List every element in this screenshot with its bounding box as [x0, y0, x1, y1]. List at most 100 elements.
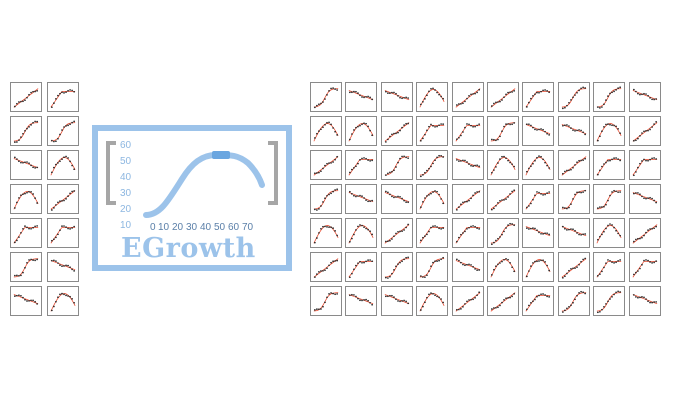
growth-plot-thumbnail: [345, 218, 378, 248]
growth-plot-thumbnail: [10, 218, 42, 248]
y-tick: 50: [120, 156, 132, 167]
growth-plot-thumbnail: [522, 150, 555, 180]
growth-plot-thumbnail: [522, 218, 555, 248]
growth-plot-thumbnail: [10, 150, 42, 180]
left-thumbnail-grid: [10, 82, 79, 316]
growth-plot-thumbnail: [416, 184, 449, 214]
growth-plot-thumbnail: [416, 286, 449, 316]
x-tick: 60: [228, 222, 240, 233]
growth-plot-thumbnail: [593, 82, 626, 112]
growth-plot-thumbnail: [628, 82, 661, 112]
growth-plot-thumbnail: [486, 252, 519, 282]
growth-plot-thumbnail: [593, 286, 626, 316]
growth-plot-thumbnail: [380, 286, 413, 316]
growth-plot-thumbnail: [345, 286, 378, 316]
growth-plot-thumbnail: [310, 218, 342, 248]
x-tick: 10: [158, 222, 170, 233]
growth-plot-thumbnail: [628, 150, 661, 180]
growth-plot-thumbnail: [310, 150, 342, 180]
growth-plot-thumbnail: [416, 116, 449, 146]
growth-plot-thumbnail: [310, 116, 342, 146]
growth-plot-thumbnail: [628, 218, 661, 248]
growth-plot-thumbnail: [47, 218, 79, 248]
growth-plot-thumbnail: [593, 218, 626, 248]
growth-plot-thumbnail: [557, 286, 590, 316]
growth-plot-thumbnail: [628, 252, 661, 282]
growth-plot-thumbnail: [47, 184, 79, 214]
growth-plot-thumbnail: [345, 150, 378, 180]
x-tick: 70: [242, 222, 254, 233]
growth-plot-thumbnail: [345, 116, 378, 146]
growth-plot-thumbnail: [47, 116, 79, 146]
growth-plot-thumbnail: [416, 218, 449, 248]
growth-plot-thumbnail: [557, 184, 590, 214]
growth-plot-thumbnail: [10, 252, 42, 282]
growth-plot-thumbnail: [557, 150, 590, 180]
growth-plot-thumbnail: [557, 218, 590, 248]
growth-plot-thumbnail: [451, 286, 484, 316]
x-tick: 30: [186, 222, 198, 233]
y-tick: 10: [120, 220, 132, 231]
growth-plot-thumbnail: [593, 184, 626, 214]
growth-plot-thumbnail: [451, 252, 484, 282]
logo-graphic: 60 50 40 30 20 10 0 10 20 30 40 50 60 70: [106, 140, 278, 233]
growth-plot-thumbnail: [380, 116, 413, 146]
growth-plot-thumbnail: [486, 184, 519, 214]
egrowth-logo: 60 50 40 30 20 10 0 10 20 30 40 50 60 70…: [92, 125, 292, 271]
growth-plot-thumbnail: [380, 252, 413, 282]
growth-plot-thumbnail: [345, 184, 378, 214]
x-tick: 0: [150, 222, 156, 233]
growth-plot-thumbnail: [47, 82, 79, 112]
growth-plot-thumbnail: [486, 286, 519, 316]
growth-plot-thumbnail: [486, 218, 519, 248]
growth-plot-thumbnail: [416, 82, 449, 112]
growth-plot-thumbnail: [380, 82, 413, 112]
x-tick: 50: [214, 222, 226, 233]
right-thumbnail-grid: [310, 82, 661, 316]
growth-plot-thumbnail: [310, 82, 342, 112]
growth-plot-thumbnail: [47, 252, 79, 282]
growth-plot-thumbnail: [380, 218, 413, 248]
growth-plot-thumbnail: [628, 116, 661, 146]
growth-plot-thumbnail: [451, 184, 484, 214]
growth-plot-thumbnail: [628, 184, 661, 214]
growth-plot-thumbnail: [451, 116, 484, 146]
right-bracket: [268, 141, 278, 205]
growth-plot-thumbnail: [593, 252, 626, 282]
growth-plot-thumbnail: [310, 286, 342, 316]
logo-title: EGrowth: [121, 233, 256, 264]
y-tick: 40: [120, 172, 132, 183]
growth-plot-thumbnail: [310, 252, 342, 282]
x-tick: 40: [200, 222, 212, 233]
growth-plot-thumbnail: [416, 150, 449, 180]
growth-plot-thumbnail: [380, 184, 413, 214]
growth-plot-thumbnail: [557, 82, 590, 112]
growth-plot-thumbnail: [380, 150, 413, 180]
growth-plot-thumbnail: [10, 82, 42, 112]
growth-plot-thumbnail: [345, 82, 378, 112]
growth-plot-thumbnail: [47, 150, 79, 180]
y-tick: 60: [120, 140, 132, 151]
left-bracket: [106, 141, 116, 205]
growth-plot-thumbnail: [522, 82, 555, 112]
growth-plot-thumbnail: [557, 252, 590, 282]
growth-plot-thumbnail: [628, 286, 661, 316]
growth-plot-thumbnail: [47, 286, 79, 316]
growth-plot-thumbnail: [522, 184, 555, 214]
growth-plot-thumbnail: [593, 116, 626, 146]
plateau-highlight: [212, 151, 230, 159]
growth-plot-thumbnail: [593, 150, 626, 180]
growth-plot-thumbnail: [557, 116, 590, 146]
growth-plot-thumbnail: [310, 184, 342, 214]
x-tick: 20: [172, 222, 184, 233]
growth-plot-thumbnail: [486, 82, 519, 112]
growth-plot-thumbnail: [522, 286, 555, 316]
growth-plot-thumbnail: [345, 252, 378, 282]
growth-plot-thumbnail: [451, 150, 484, 180]
growth-plot-thumbnail: [10, 116, 42, 146]
growth-plot-thumbnail: [486, 116, 519, 146]
growth-plot-thumbnail: [451, 218, 484, 248]
growth-plot-thumbnail: [10, 184, 42, 214]
y-tick: 30: [120, 188, 132, 199]
growth-plot-thumbnail: [416, 252, 449, 282]
